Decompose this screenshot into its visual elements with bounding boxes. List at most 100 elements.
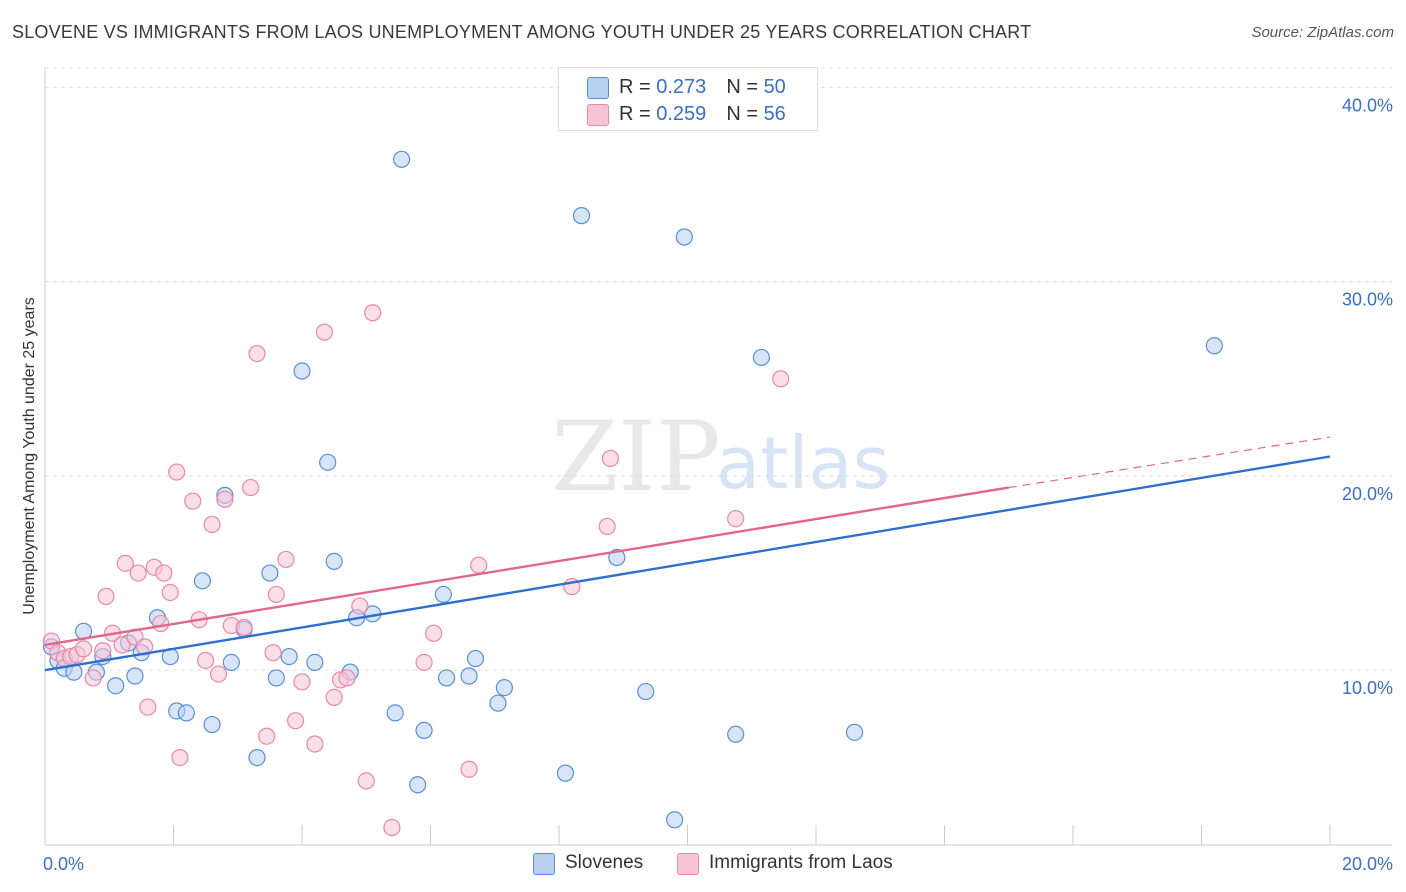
slovenes-point-32 — [392, 150, 411, 168]
laos-point-20 — [168, 463, 186, 481]
tick-labels: 10.0% 20.0% 30.0% 40.0% 0.0% 20.0% — [43, 95, 1393, 874]
laos-point-36 — [286, 712, 305, 730]
bottom-legend-swatch-pink — [677, 853, 699, 875]
laos-point-46 — [383, 818, 401, 837]
laos-point-50 — [470, 556, 488, 574]
slovenes-point-15 — [193, 572, 212, 590]
slovenes-point-34 — [415, 721, 433, 739]
grid-lines — [45, 67, 1392, 671]
laos-point-6 — [84, 669, 102, 687]
laos-point-47 — [415, 653, 433, 672]
slovenes-point-23 — [280, 647, 298, 666]
laos-point-11 — [116, 554, 134, 572]
laos-point-18 — [155, 564, 173, 582]
axes — [44, 68, 1392, 846]
slovenes-point-45 — [666, 811, 684, 829]
laos-point-52 — [598, 517, 616, 536]
x-tick-label-1: 20.0% — [1342, 854, 1393, 874]
laos-point-39 — [315, 323, 334, 341]
slovenes-point-46 — [675, 228, 693, 246]
y-tick-label-0: 10.0% — [1342, 678, 1393, 698]
watermark-zip: ZIP — [551, 401, 720, 513]
bottom-legend-swatch-blue — [533, 853, 555, 875]
slovenes-point-36 — [437, 669, 456, 687]
y-tick-label-1: 20.0% — [1342, 484, 1393, 504]
laos-point-31 — [248, 344, 266, 363]
laos-point-49 — [460, 760, 478, 778]
slovenes-point-31 — [386, 704, 404, 722]
laos-point-27 — [216, 490, 234, 508]
slovenes-point-14 — [177, 704, 195, 722]
laos-point-34 — [267, 585, 285, 604]
legend-text-laos: R = 0.259 N = 56 — [619, 103, 786, 125]
laos-point-32 — [258, 727, 276, 745]
laos-point-26 — [209, 665, 228, 683]
laos-point-38 — [306, 735, 324, 753]
bottom-legend-label-laos: Immigrants from Laos — [709, 852, 893, 873]
slovenes-point-48 — [752, 348, 770, 367]
laos-point-55 — [772, 370, 790, 388]
slovenes-point-8 — [126, 667, 144, 685]
laos-point-29 — [235, 618, 253, 637]
laos-point-48 — [425, 624, 443, 642]
laos-point-21 — [171, 748, 189, 767]
laos-point-33 — [264, 644, 282, 662]
slovenes-point-41 — [556, 764, 575, 782]
slovenes-point-21 — [261, 564, 279, 582]
slovenes-point-18 — [222, 653, 240, 672]
slovenes-point-26 — [325, 552, 343, 570]
slovenes-point-37 — [460, 667, 478, 685]
legend-swatch-pink — [587, 104, 609, 126]
laos-point-42 — [338, 669, 356, 687]
slovenes-point-42 — [572, 207, 591, 225]
laos-point-53 — [601, 449, 620, 468]
legend-swatch-blue — [587, 77, 609, 99]
laos-point-22 — [184, 492, 202, 510]
slovenes-point-47 — [727, 725, 745, 743]
laos-point-25 — [203, 515, 221, 534]
slovenes-point-43 — [608, 548, 626, 567]
laos-point-14 — [135, 638, 154, 656]
laos-point-13 — [129, 564, 147, 582]
laos-point-37 — [293, 673, 311, 691]
slovenes-point-25 — [306, 653, 324, 672]
slovenes-trend-line-0 — [44, 455, 1331, 672]
laos-trend-line-1 — [44, 486, 1009, 647]
y-axis-label: Unemployment Among Youth under 25 years — [21, 297, 38, 615]
laos-point-35 — [277, 550, 295, 569]
laos-point-44 — [357, 772, 375, 790]
y-tick-label-3: 40.0% — [1342, 95, 1393, 115]
slovenes-point-49 — [845, 723, 864, 741]
slovenes-point-40 — [495, 679, 513, 697]
laos-point-54 — [727, 510, 745, 528]
laos-point-40 — [325, 688, 343, 706]
correlation-legend: R = 0.273 N = 50 R = 0.259 N = 56 — [558, 67, 818, 131]
laos-point-7 — [94, 642, 112, 660]
slovenes-point-22 — [267, 669, 285, 687]
watermark: ZIP atlas — [551, 401, 890, 513]
data-points — [42, 150, 1223, 837]
laos-point-5 — [74, 640, 93, 658]
laos-trend-line-2 — [1008, 436, 1331, 489]
laos-point-30 — [242, 478, 260, 497]
slovenes-point-33 — [409, 776, 427, 794]
slovenes-point-39 — [489, 694, 507, 712]
slovenes-point-7 — [107, 677, 125, 695]
laos-point-43 — [351, 597, 369, 615]
chart-title: SLOVENE VS IMMIGRANTS FROM LAOS UNEMPLOY… — [12, 22, 1032, 42]
slovenes-point-16 — [203, 715, 221, 734]
slovenes-point-24 — [293, 362, 311, 380]
y-tick-label-2: 30.0% — [1342, 290, 1393, 310]
source-label: Source: ZipAtlas.com — [1251, 24, 1394, 41]
slovenes-point-27 — [319, 453, 337, 471]
slovenes-point-38 — [466, 649, 485, 668]
slovenes-point-44 — [637, 682, 655, 701]
trend-lines — [44, 436, 1331, 672]
laos-point-17 — [152, 614, 170, 633]
slovenes-point-50 — [1205, 337, 1223, 355]
watermark-atlas: atlas — [716, 421, 890, 505]
x-tick-label-0: 0.0% — [43, 854, 84, 874]
laos-point-24 — [197, 651, 215, 670]
laos-point-8 — [97, 587, 115, 605]
